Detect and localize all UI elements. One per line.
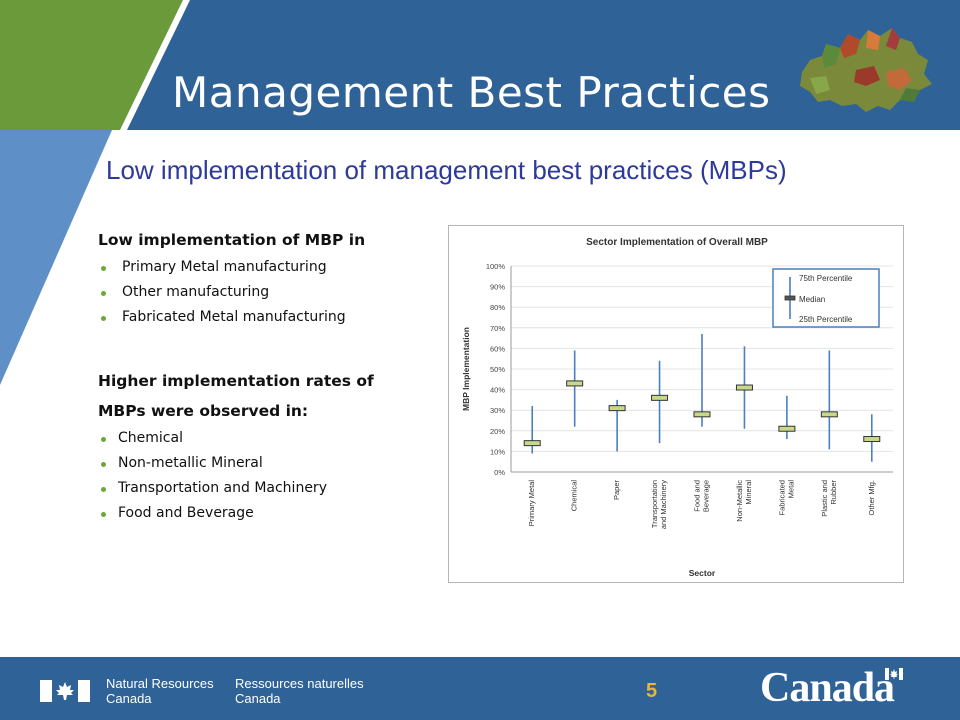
- y-tick-label: 20%: [490, 427, 505, 436]
- list-item-label: Primary Metal manufacturing: [122, 259, 327, 275]
- x-tick-label: Fabricated: [777, 480, 786, 515]
- slide-title: Management Best Practices: [172, 68, 771, 117]
- low-implementation-heading: Low implementation of MBP in: [98, 231, 366, 249]
- bullet-icon: [101, 291, 106, 296]
- list-item: Primary Metal manufacturing: [98, 255, 428, 280]
- x-tick-label: Chemical: [570, 480, 579, 512]
- chart-title: Sector Implementation of Overall MBP: [586, 237, 768, 248]
- bullet-icon: [101, 266, 106, 271]
- list-item: Other manufacturing: [98, 280, 428, 305]
- median-marker: [778, 425, 796, 432]
- legend-entry: Median: [799, 295, 825, 304]
- department-name-fr: Ressources naturelles Canada: [235, 676, 364, 706]
- department-name-fr-line1: Ressources naturelles: [235, 676, 364, 691]
- canada-flag-icon: [40, 680, 90, 702]
- high-implementation-heading-line1: Higher implementation rates of: [98, 372, 374, 390]
- list-item: Food and Beverage: [98, 501, 428, 526]
- bullet-icon: [101, 437, 106, 442]
- median-marker: [863, 436, 881, 443]
- y-tick-label: 60%: [490, 344, 505, 353]
- y-tick-label: 100%: [486, 262, 506, 271]
- sector-mbp-chart: Sector Implementation of Overall MBP 0% 10…: [448, 225, 904, 583]
- department-name-en-line1: Natural Resources: [106, 676, 214, 691]
- footer-bar: [0, 657, 960, 720]
- median-marker: [735, 384, 753, 391]
- y-tick-label: 50%: [490, 365, 505, 374]
- list-item: Non-metallic Mineral: [98, 451, 428, 476]
- bullet-icon: [101, 512, 106, 517]
- findings-text: Low implementation of MBP in Primary Met…: [98, 225, 428, 526]
- y-tick-label: 40%: [490, 386, 505, 395]
- list-item-label: Other manufacturing: [122, 284, 270, 300]
- median-marker: [523, 440, 541, 447]
- x-tick-label: Mineral: [744, 480, 753, 505]
- canada-map-icon: [800, 28, 932, 112]
- x-tick-label: Metal: [786, 480, 795, 499]
- list-item-label: Food and Beverage: [118, 505, 254, 521]
- list-item: Fabricated Metal manufacturing: [98, 305, 428, 330]
- bullet-icon: [101, 462, 106, 467]
- legend-median-marker: [784, 295, 796, 301]
- high-implementation-heading-line2: MBPs were observed in:: [98, 402, 309, 420]
- low-implementation-list: Primary Metal manufacturing Other manufa…: [98, 255, 428, 330]
- x-tick-label: Transportation: [650, 480, 659, 528]
- y-tick-label: 30%: [490, 406, 505, 415]
- median-marker: [566, 380, 584, 387]
- canada-wordmark: Canada: [760, 665, 895, 711]
- list-item: Chemical: [98, 426, 428, 451]
- list-item-label: Fabricated Metal manufacturing: [122, 309, 346, 325]
- x-axis-label: Sector: [689, 568, 716, 578]
- list-item: Transportation and Machinery: [98, 476, 428, 501]
- y-tick-label: 0%: [494, 468, 505, 477]
- x-tick-label: Plastic and: [820, 480, 829, 517]
- y-axis-label: MBP Implementation: [461, 327, 471, 411]
- median-marker: [608, 405, 626, 412]
- y-tick-label: 90%: [490, 283, 505, 292]
- median-marker: [820, 411, 838, 418]
- legend-entry: 25th Percentile: [799, 315, 853, 324]
- department-name-en-line2: Canada: [106, 691, 152, 706]
- department-name-en: Natural Resources Canada: [106, 676, 214, 706]
- list-item-label: Transportation and Machinery: [118, 480, 327, 496]
- x-tick-label: Paper: [612, 479, 621, 500]
- median-marker: [693, 411, 711, 418]
- y-tick-label: 10%: [490, 447, 505, 456]
- bullet-icon: [101, 487, 106, 492]
- legend-entry: 75th Percentile: [799, 274, 853, 283]
- x-tick-label: Beverage: [702, 480, 711, 512]
- x-tick-label: Rubber: [829, 480, 838, 505]
- median-marker: [651, 394, 669, 401]
- y-tick-label: 70%: [490, 324, 505, 333]
- chart-canvas: Sector Implementation of Overall MBP 0% 10…: [461, 237, 893, 578]
- high-implementation-list: Chemical Non-metallic Mineral Transporta…: [98, 426, 428, 526]
- x-tick-label: Food and: [693, 480, 702, 512]
- y-tick-label: 80%: [490, 303, 505, 312]
- x-tick-label: and Machinery: [659, 480, 668, 529]
- list-item-label: Chemical: [118, 430, 183, 446]
- x-tick-label: Other Mfg.: [867, 480, 876, 515]
- bullet-icon: [101, 316, 106, 321]
- wordmark-flag-icon: [885, 668, 903, 680]
- page-number: 5: [646, 680, 658, 702]
- x-tick-label: Primary Metal: [527, 480, 536, 527]
- department-name-fr-line2: Canada: [235, 691, 281, 706]
- list-item-label: Non-metallic Mineral: [118, 455, 263, 471]
- x-tick-label: Non-Metallic: [735, 480, 744, 522]
- slide-subtitle: Low implementation of management best pr…: [106, 155, 787, 185]
